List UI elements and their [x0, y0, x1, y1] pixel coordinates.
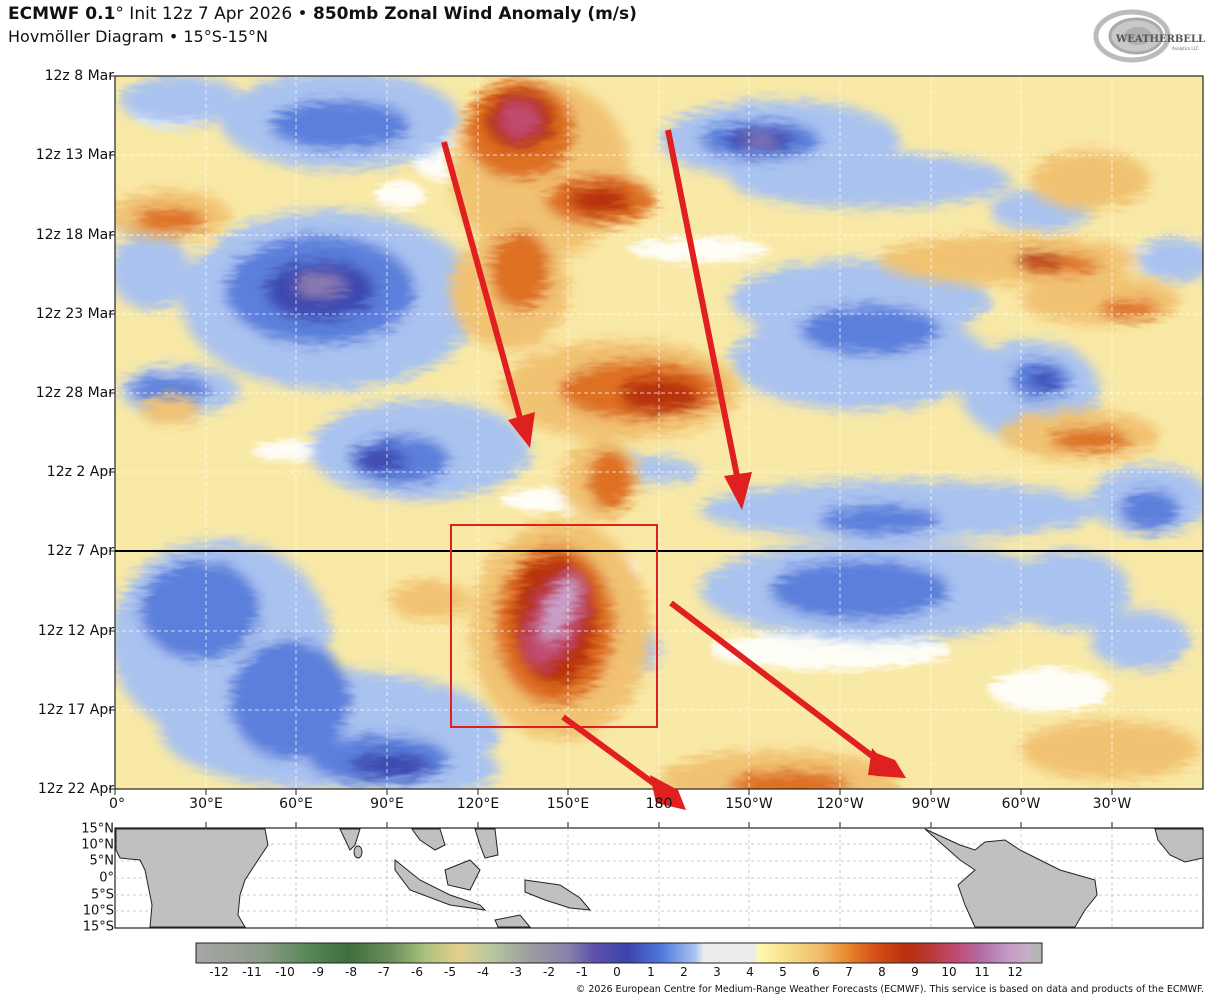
colorbar-tick: -11: [242, 965, 262, 979]
model-name: ECMWF 0.1: [8, 4, 116, 24]
chart-subtitle: Hovmöller Diagram • 15°S-15°N: [8, 27, 268, 46]
y-tick-label: 12z 23 Mar: [35, 306, 114, 322]
y-tick-label: 12z 7 Apr: [46, 543, 114, 559]
colorbar-tick: 0: [613, 965, 621, 979]
colorbar-tick: -4: [477, 965, 489, 979]
weatherbell-logo-icon: WEATHERBELL Analytics LLC: [1093, 9, 1205, 63]
colorbar-tick: 1: [647, 965, 655, 979]
x-tick-label: 90°E: [370, 796, 404, 812]
y-tick-label: 12z 28 Mar: [35, 385, 114, 401]
colorbar-tick: -10: [275, 965, 295, 979]
australia: [494, 914, 532, 928]
y-tick-label: 12z 2 Apr: [46, 464, 114, 480]
colorbar-tick: -3: [510, 965, 522, 979]
x-tick-label: 180: [645, 796, 673, 812]
lat-tick-label: 15°N: [81, 821, 114, 837]
colorbar-tick: -8: [345, 965, 357, 979]
highlight-box: [450, 524, 658, 728]
y-tick-label: 12z 12 Apr: [37, 623, 114, 639]
x-tick-label: 150°E: [546, 796, 590, 812]
colorbar-tick: -5: [444, 965, 456, 979]
x-tick-label: 60°W: [1001, 796, 1041, 812]
x-tick-label: 30°W: [1092, 796, 1132, 812]
lat-tick-label: 10°N: [81, 837, 114, 853]
colorbar-tick: 9: [911, 965, 919, 979]
south-america: [924, 828, 1098, 928]
landmasses: [115, 828, 1204, 928]
x-tick-label: 150°W: [725, 796, 773, 812]
init-time: Init 12z 7 Apr 2026 •: [123, 4, 313, 24]
copyright-notice: © 2026 European Centre for Medium-Range …: [575, 984, 1204, 995]
y-tick-label: 12z 8 Mar: [44, 68, 114, 84]
colorbar-tick: 2: [680, 965, 688, 979]
colorbar-tick: 5: [779, 965, 787, 979]
africa: [115, 828, 269, 928]
colorbar-tick: 12: [1007, 965, 1023, 979]
y-tick-label: 12z 22 Apr: [37, 781, 114, 797]
x-tick-label: 120°E: [456, 796, 500, 812]
colorbar-tick: 10: [941, 965, 957, 979]
y-tick-label: 12z 13 Mar: [35, 147, 114, 163]
colorbar-tick: -7: [378, 965, 390, 979]
colorbar-tick: 4: [746, 965, 754, 979]
colorbar-tick: 6: [812, 965, 820, 979]
colorbar-tick: 3: [713, 965, 721, 979]
x-tick-label: 120°W: [816, 796, 864, 812]
lat-tick-label: 10°S: [82, 903, 114, 919]
colorbar-tick: 8: [878, 965, 886, 979]
lat-tick-label: 5°S: [90, 887, 114, 903]
x-tick-label: 0°: [109, 796, 125, 812]
lat-tick-label: 15°S: [82, 919, 114, 935]
colorbar-tick: -12: [209, 965, 229, 979]
colorbar-tick: 11: [974, 965, 990, 979]
degree-sign: °: [115, 4, 124, 24]
x-tick-label: 60°E: [279, 796, 313, 812]
colorbar: [195, 942, 1043, 964]
colorbar-tick: -2: [543, 965, 555, 979]
colorbar-tick: -1: [576, 965, 588, 979]
lat-tick-label: 0°: [99, 870, 114, 886]
lat-tick-label: 5°N: [89, 853, 115, 869]
svg-text:Analytics LLC: Analytics LLC: [1172, 46, 1199, 51]
y-tick-label: 12z 18 Mar: [35, 227, 114, 243]
x-tick-label: 30°E: [189, 796, 223, 812]
chart-title: ECMWF 0.1° Init 12z 7 Apr 2026 • 850mb Z…: [8, 4, 637, 24]
variable-name: 850mb Zonal Wind Anomaly (m/s): [312, 4, 637, 24]
svg-text:WEATHERBELL: WEATHERBELL: [1115, 34, 1205, 45]
x-tick-label: 90°W: [911, 796, 951, 812]
colorbar-tick: -9: [312, 965, 324, 979]
y-tick-label: 12z 17 Apr: [37, 702, 114, 718]
colorbar-tick: -6: [411, 965, 423, 979]
propagation-arrows: [441, 129, 906, 810]
new-guinea: [524, 879, 592, 911]
colorbar-tick: 7: [845, 965, 853, 979]
